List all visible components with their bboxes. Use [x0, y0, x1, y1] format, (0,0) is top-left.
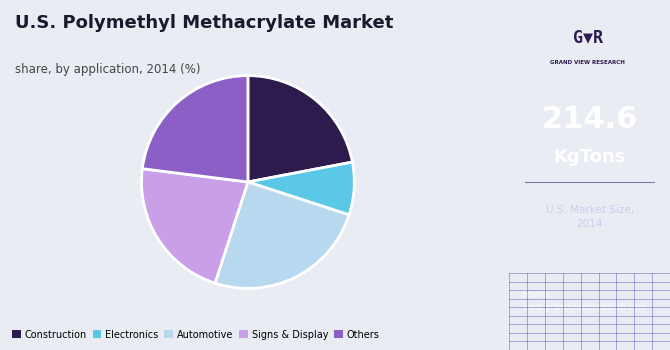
Wedge shape — [142, 76, 248, 182]
Wedge shape — [141, 169, 248, 283]
Wedge shape — [248, 162, 354, 215]
Legend: Construction, Electronics, Automotive, Signs & Display, Others: Construction, Electronics, Automotive, S… — [10, 328, 382, 342]
Text: U.S. Market Size,
2014: U.S. Market Size, 2014 — [545, 205, 634, 229]
Text: G▼R: G▼R — [573, 28, 603, 47]
Text: U.S. Polymethyl Methacrylate Market: U.S. Polymethyl Methacrylate Market — [15, 14, 394, 32]
Text: 214.6: 214.6 — [541, 105, 638, 133]
Text: Source:
www.grandviewresearch.com: Source: www.grandviewresearch.com — [522, 290, 646, 312]
Text: GRAND VIEW RESEARCH: GRAND VIEW RESEARCH — [551, 60, 625, 65]
Text: share, by application, 2014 (%): share, by application, 2014 (%) — [15, 63, 201, 76]
Wedge shape — [215, 182, 349, 288]
Wedge shape — [248, 76, 352, 182]
Text: KgTons: KgTons — [553, 148, 626, 167]
